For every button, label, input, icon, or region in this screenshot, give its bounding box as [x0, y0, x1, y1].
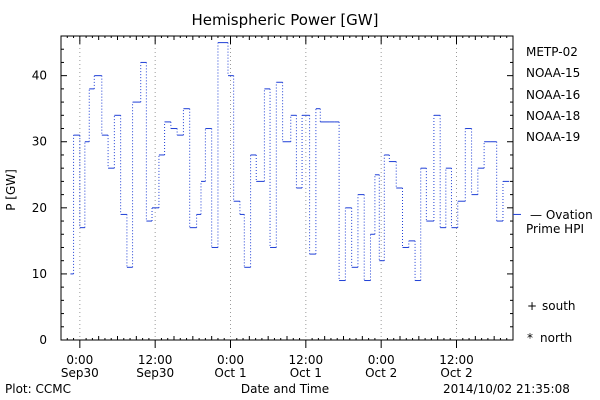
x-tick-label-date: Oct 2 — [365, 366, 397, 380]
marker-north-symbol: * — [527, 331, 533, 345]
x-tick-label-date: Sep30 — [61, 366, 99, 380]
x-tick-label-time: 0:00 — [66, 353, 93, 367]
plot-frame — [60, 35, 514, 341]
legend-noaa16: NOAA-16 — [526, 88, 580, 102]
plot-credit: Plot: CCMC — [5, 382, 71, 396]
marker-north-label: north — [540, 331, 572, 345]
x-tick-label-time: 12:00 — [439, 353, 474, 367]
chart-title: Hemispheric Power [GW] — [192, 11, 379, 29]
marker-south-symbol: + — [527, 299, 537, 313]
x-tick-label-time: 12:00 — [138, 353, 173, 367]
series-layer — [70, 42, 510, 282]
x-tick-label-time: 0:00 — [217, 353, 244, 367]
y-tick-label: 0 — [39, 333, 47, 347]
y-tick-label: 10 — [32, 267, 47, 281]
x-tick-label-time: 12:00 — [289, 353, 324, 367]
legend-metp02: METP-02 — [526, 45, 578, 59]
x-tick-label-date: Oct 1 — [290, 366, 322, 380]
marker-south-label: south — [542, 299, 576, 313]
y-tick-label: 40 — [32, 69, 47, 83]
grid-layer — [79, 36, 457, 340]
y-tick-label: 20 — [32, 201, 47, 215]
x-tick-label-date: Oct 1 — [214, 366, 246, 380]
legend-noaa18: NOAA-18 — [526, 109, 580, 123]
plot-timestamp: 2014/10/02 21:35:08 — [443, 382, 570, 396]
y-axis-label: P [GW] — [4, 169, 18, 211]
x-tick-label-date: Sep30 — [136, 366, 174, 380]
ovation-label-2: Prime HPI — [526, 222, 584, 236]
legend-noaa15: NOAA-15 — [526, 66, 580, 80]
x-tick-label-date: Oct 2 — [440, 366, 472, 380]
y-tick-label: 30 — [32, 135, 47, 149]
ovation-label-1: — Ovation — [530, 208, 593, 222]
legend-noaa19: NOAA-19 — [526, 130, 580, 144]
x-axis-label: Date and Time — [241, 382, 329, 396]
x-tick-label-time: 0:00 — [368, 353, 395, 367]
